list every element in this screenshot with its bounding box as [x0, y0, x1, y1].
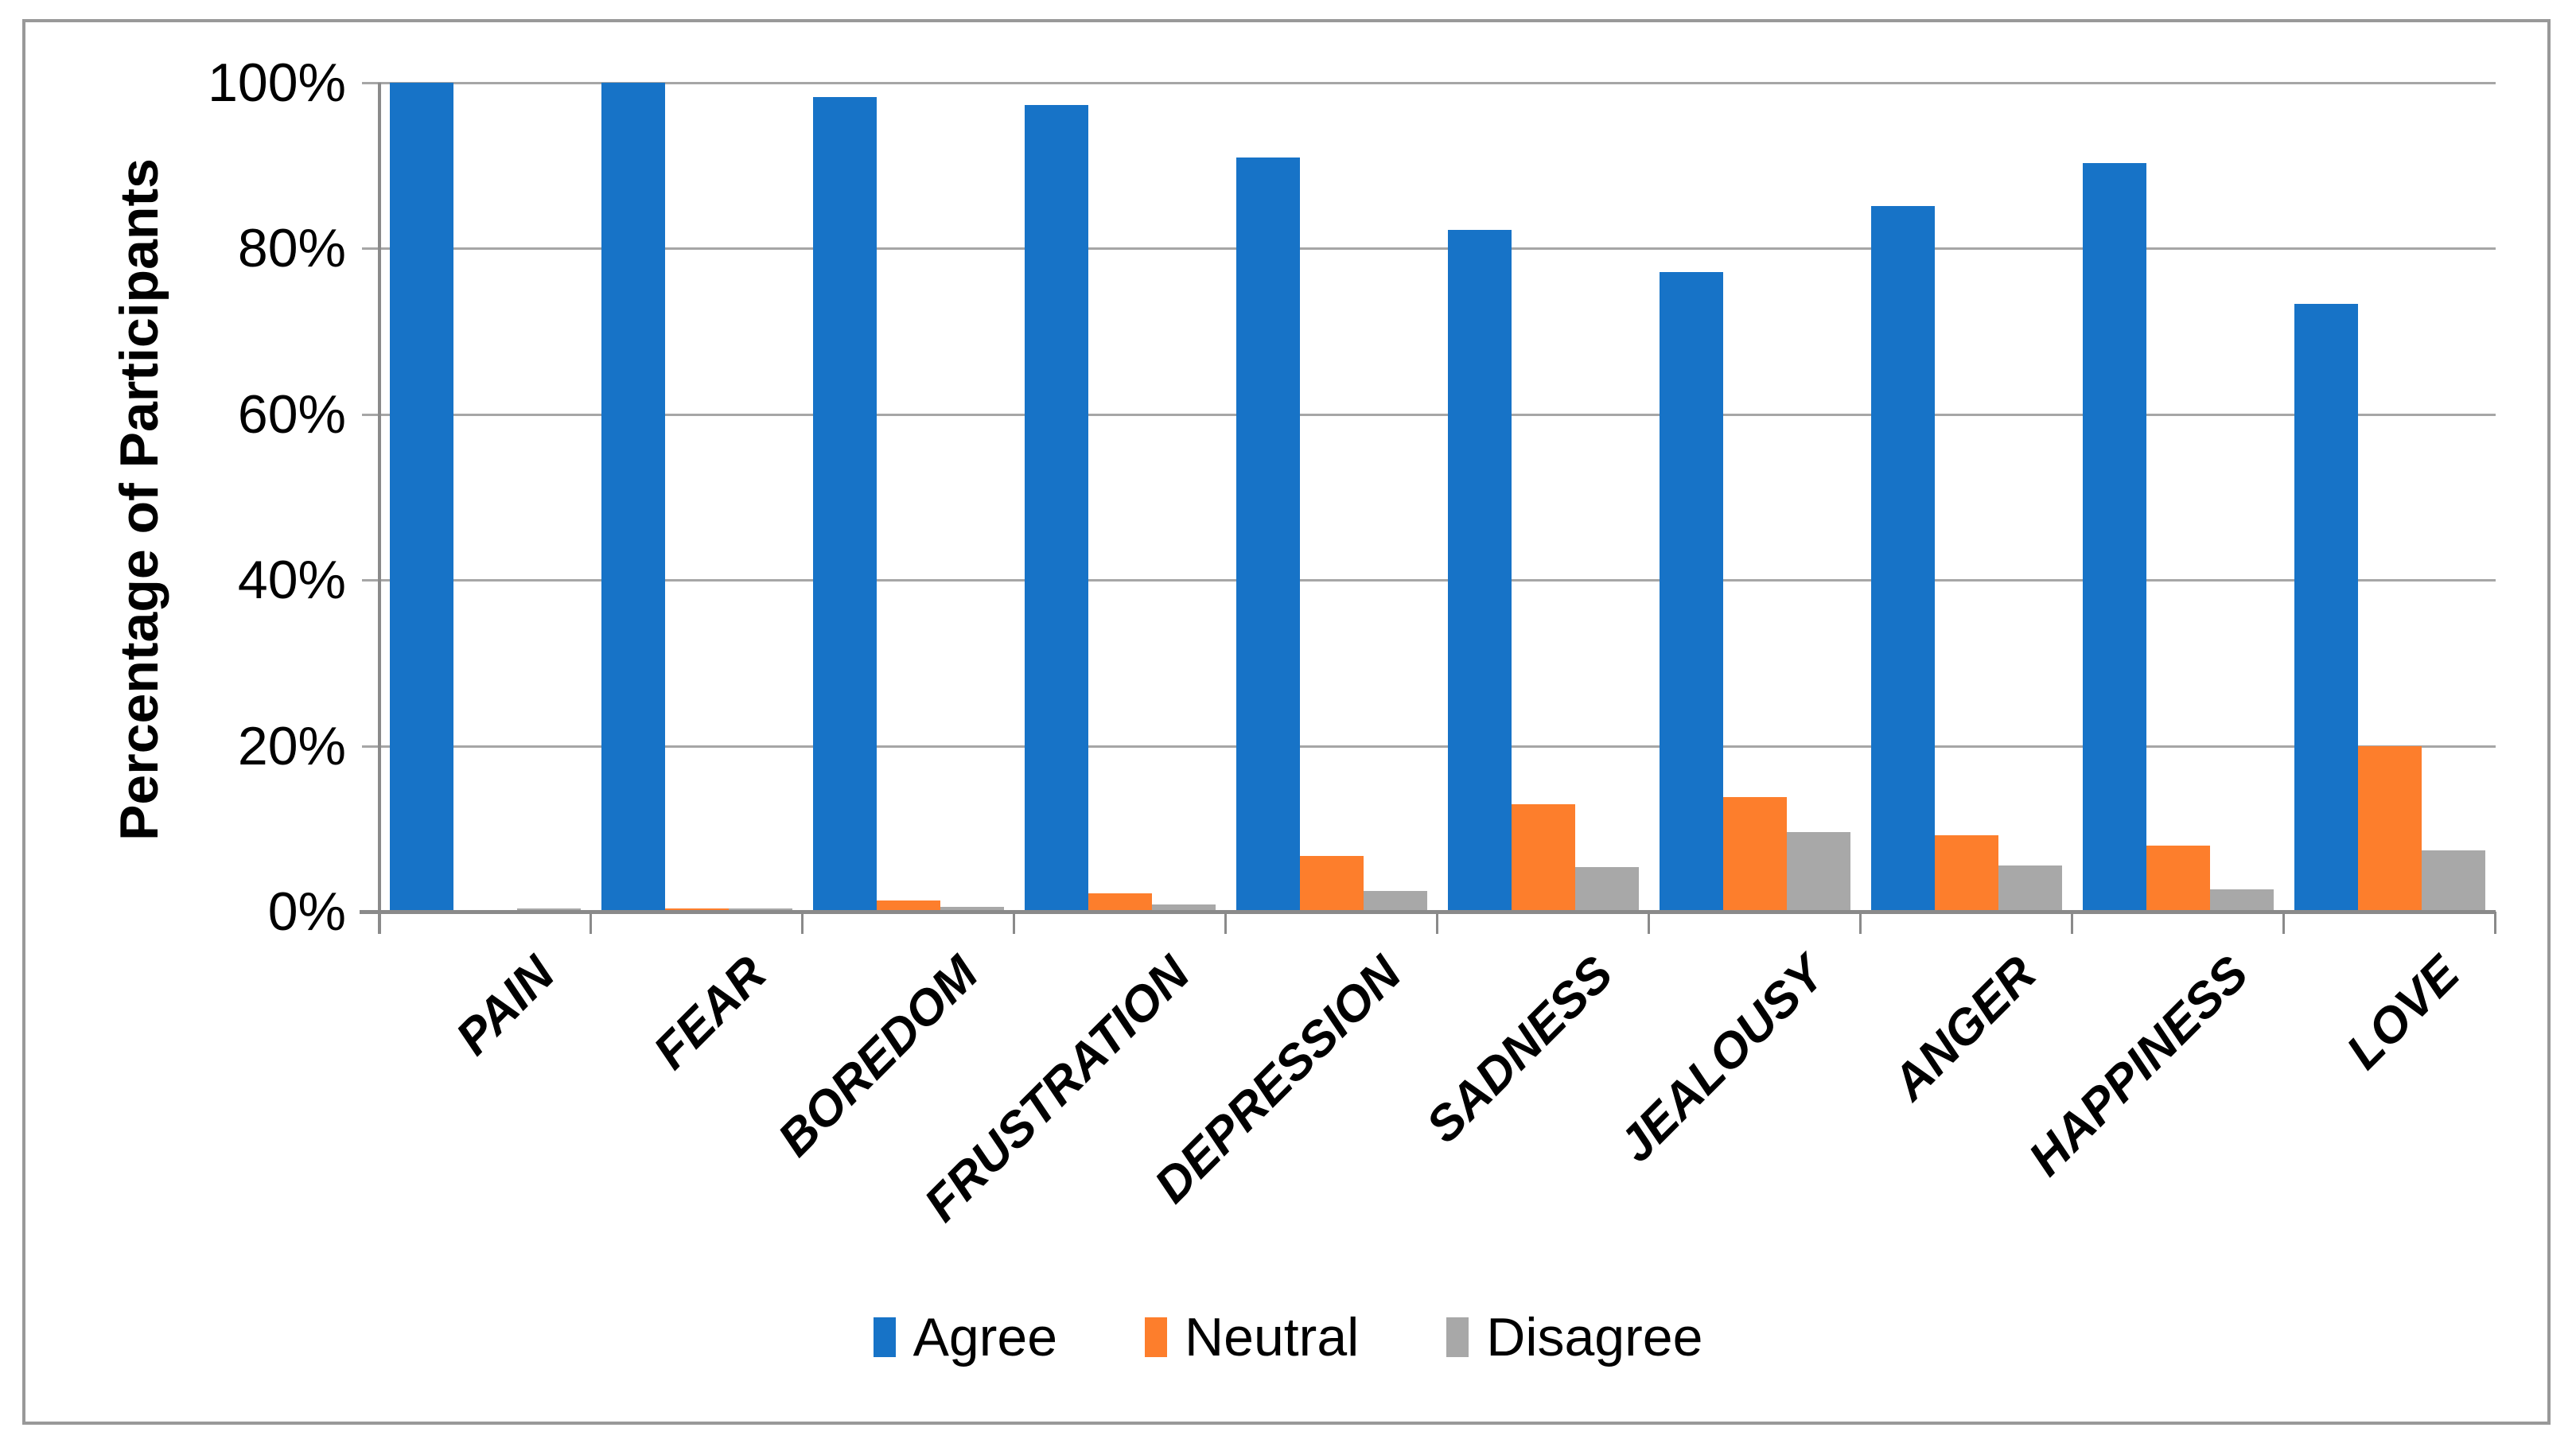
legend-label-agree: Agree: [912, 1307, 1058, 1367]
bar-agree-happiness: [2083, 163, 2146, 912]
legend-item-agree: Agree: [873, 1307, 1058, 1367]
legend: Agree Neutral Disagree: [0, 1309, 2576, 1366]
x-axis-tick-1: [590, 912, 592, 934]
legend-marker-neutral: [1145, 1317, 1168, 1357]
bar-neutral-happiness: [2146, 846, 2210, 912]
x-axis-tick-8: [2071, 912, 2073, 934]
bar-disagree-boredom: [940, 907, 1004, 912]
bar-neutral-jealousy: [1723, 797, 1787, 912]
bar-agree-fear: [601, 83, 665, 912]
bar-agree-jealousy: [1660, 272, 1723, 912]
bar-disagree-jealousy: [1787, 832, 1850, 912]
bar-agree-frustration: [1025, 105, 1088, 912]
bar-neutral-depression: [1300, 856, 1364, 912]
bar-agree-anger: [1871, 206, 1935, 912]
bar-disagree-sadness: [1575, 867, 1639, 912]
bar-agree-boredom: [813, 97, 877, 912]
y-tick-label-80: 80%: [237, 218, 346, 279]
x-axis-tick-5: [1436, 912, 1438, 934]
legend-item-disagree: Disagree: [1446, 1309, 1702, 1366]
x-axis-tick-3: [1013, 912, 1015, 934]
bar-agree-depression: [1236, 158, 1300, 912]
y-tick-label-60: 60%: [237, 383, 346, 445]
bar-neutral-anger: [1935, 835, 1998, 912]
y-tick-label-100: 100%: [208, 53, 346, 113]
bar-neutral-boredom: [877, 900, 940, 912]
legend-label-neutral: Neutral: [1185, 1307, 1360, 1367]
gridline-80: [362, 247, 2496, 251]
x-axis-tick-7: [1859, 912, 1862, 934]
bar-neutral-love: [2358, 746, 2422, 912]
x-axis-tick-2: [801, 912, 804, 934]
bar-disagree-frustration: [1152, 904, 1216, 912]
x-axis-tick-4: [1224, 912, 1227, 934]
x-axis-line: [360, 910, 2496, 914]
legend-label-disagree: Disagree: [1486, 1307, 1703, 1367]
legend-marker-disagree: [1446, 1317, 1469, 1357]
y-axis-line: [378, 83, 381, 934]
bar-agree-love: [2294, 304, 2358, 912]
gridline-100: [362, 82, 2496, 84]
y-axis-title: Percentage of Participants: [109, 158, 169, 841]
bar-disagree-anger: [1998, 865, 2062, 912]
bar-agree-pain: [390, 83, 453, 912]
legend-marker-agree: [873, 1317, 896, 1357]
gridline-60: [362, 413, 2496, 416]
bar-agree-sadness: [1448, 230, 1512, 912]
y-tick-label-0: 0%: [267, 881, 346, 942]
bar-disagree-happiness: [2210, 889, 2274, 912]
x-axis-tick-6: [1648, 912, 1650, 934]
bar-disagree-depression: [1364, 891, 1427, 912]
y-tick-label-20: 20%: [237, 715, 346, 776]
bar-disagree-love: [2422, 850, 2485, 912]
bar-neutral-frustration: [1088, 893, 1152, 912]
x-axis-tick-9: [2282, 912, 2285, 934]
gridline-40: [362, 579, 2496, 582]
gridline-20: [362, 745, 2496, 748]
y-tick-label-40: 40%: [237, 550, 346, 611]
x-axis-tick-10: [2494, 912, 2496, 934]
legend-item-neutral: Neutral: [1145, 1309, 1359, 1366]
bar-neutral-sadness: [1512, 804, 1575, 912]
